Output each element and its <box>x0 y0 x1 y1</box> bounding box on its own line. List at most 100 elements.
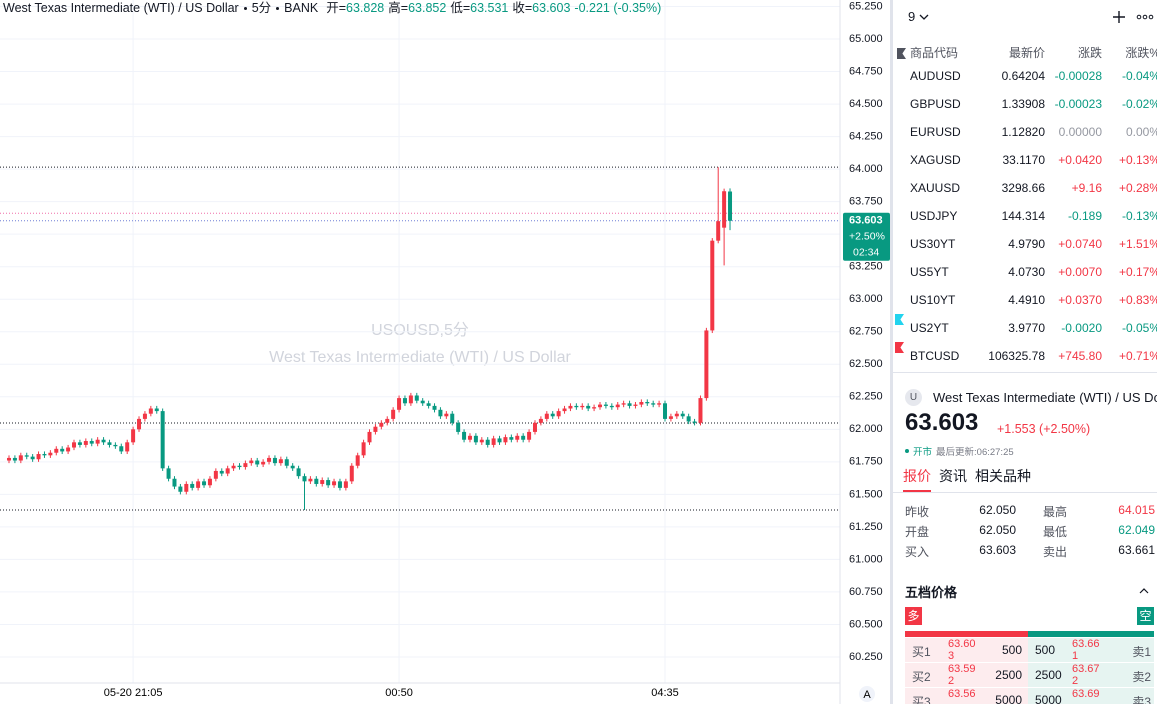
last-price: 3298.66 <box>1001 181 1045 195</box>
tab[interactable]: 相关品种 <box>975 468 1031 484</box>
watchlist-row[interactable]: XAUUSD 3298.66 +9.16 +0.28% <box>893 174 1157 202</box>
candle-body <box>722 191 727 228</box>
watchlist-row[interactable]: US5YT 4.0730 +0.0070 +0.17% <box>893 258 1157 286</box>
book-title: 五档价格 <box>905 585 958 600</box>
candle-body <box>302 476 307 482</box>
stat-label: 开盘 <box>905 525 930 539</box>
y-tick-label: 62.250 <box>849 391 883 403</box>
y-tick-label: 65.250 <box>849 0 883 12</box>
watchlist-row[interactable]: XAGUSD 33.1170 +0.0420 +0.13% <box>893 146 1157 174</box>
bid-bar <box>905 631 1028 637</box>
add-button[interactable] <box>1111 9 1127 25</box>
candle-body <box>172 478 177 487</box>
candle-body <box>225 468 230 474</box>
candle-body <box>491 438 496 445</box>
separator <box>243 7 247 10</box>
symbol: USDJPY <box>910 209 958 223</box>
candle-body <box>503 437 508 443</box>
candle-body <box>462 431 467 440</box>
ohlc-label: 开= <box>326 1 347 15</box>
chevron[interactable] <box>919 13 929 21</box>
watchlist-row[interactable]: US2YT 3.9770 -0.0020 -0.05% <box>893 314 1157 342</box>
candle-body <box>160 411 165 469</box>
watchlist-title[interactable]: 9 <box>908 9 916 24</box>
watchlist-row[interactable]: EURUSD 1.12820 0.00000 0.00% <box>893 118 1157 146</box>
y-tick-label: 61.500 <box>849 488 883 500</box>
change: -0.00028 <box>1054 69 1102 83</box>
tab[interactable]: 资讯 <box>939 468 967 484</box>
watchlist-row[interactable]: GBPUSD 1.33908 -0.00023 -0.02% <box>893 90 1157 118</box>
y-tick-label: 63.750 <box>849 196 883 208</box>
candle-body <box>77 442 82 445</box>
ask-qty: 5000 <box>1035 693 1062 704</box>
detail-price: 63.603 <box>905 409 979 436</box>
stat-label: 买入 <box>905 545 930 559</box>
watchlist-row[interactable]: AUDUSD 0.64204 -0.00028 -0.04% <box>893 62 1157 90</box>
candle-body <box>550 413 555 417</box>
stat-value: 62.050 <box>979 523 1016 537</box>
candle-body <box>627 403 632 406</box>
candle-body <box>213 470 218 479</box>
tab-underline <box>903 490 931 492</box>
candle-body <box>497 438 502 443</box>
candle-body <box>385 418 390 423</box>
candle-body <box>515 435 520 440</box>
flag <box>895 342 904 353</box>
y-tick-label: 65.000 <box>849 33 883 45</box>
axis-button[interactable] <box>859 686 875 702</box>
ask-qty: 500 <box>1035 643 1056 657</box>
status-dot <box>905 449 909 453</box>
tab[interactable]: 报价 <box>903 468 931 484</box>
change: +9.16 <box>1071 181 1102 195</box>
candle-body <box>657 403 662 405</box>
candle-body <box>255 460 260 465</box>
watchlist-row[interactable]: US30YT 4.9790 +0.0740 +1.51% <box>893 230 1157 258</box>
candle-body <box>538 418 543 423</box>
bid-qty: 5000 <box>995 693 1022 704</box>
interval[interactable]: 5分 <box>251 1 272 15</box>
last-price: 4.9790 <box>1008 237 1045 251</box>
last-price: 3.9770 <box>1008 321 1045 335</box>
candle-body <box>444 413 449 417</box>
column-header[interactable]: 涨跌% <box>1125 46 1157 60</box>
bid-label: 买1 <box>912 645 931 659</box>
y-tick-label: 60.500 <box>849 618 883 630</box>
watchlist-row[interactable]: US10YT 4.4910 +0.0370 +0.83% <box>893 286 1157 314</box>
stat-value: 64.015 <box>1118 503 1155 517</box>
candle-body <box>397 398 402 410</box>
candle-body <box>137 418 142 430</box>
book-row: 买2 63.592 2500 2500 63.672 卖2 <box>905 663 1155 687</box>
candle-body <box>202 481 207 486</box>
bid-bg <box>905 688 1028 704</box>
candle-body <box>391 409 396 419</box>
change-pct: -0.02% <box>1121 97 1157 111</box>
change-pct: -0.13% <box>1121 209 1157 223</box>
change: +0.0420 <box>1058 153 1102 167</box>
candle-body <box>219 470 224 474</box>
watchlist-name[interactable]: 9 <box>908 9 929 24</box>
candle-body <box>473 435 478 443</box>
watchlist-row[interactable]: USDJPY 144.314 -0.189 -0.13% <box>893 202 1157 230</box>
symbol: US2YT <box>910 321 949 335</box>
last-price: 1.12820 <box>1001 125 1045 139</box>
candle-body <box>272 457 277 464</box>
flag <box>895 314 904 325</box>
ask-price: 63.661 <box>1072 638 1100 662</box>
candle-body <box>586 405 591 409</box>
candle-body <box>54 448 59 453</box>
countdown: 02:34 <box>853 247 879 259</box>
watchlist-row[interactable]: BTCUSD 106325.78 +745.80 +0.71% <box>893 342 1157 370</box>
candle-body <box>568 405 573 409</box>
candle-body <box>527 431 532 440</box>
collapse[interactable] <box>1139 587 1149 594</box>
candle-body <box>296 468 301 477</box>
candle-body <box>337 481 342 488</box>
last-price: 63.603 <box>849 215 883 227</box>
axis-button-label[interactable]: A <box>863 689 871 701</box>
more-button[interactable] <box>1136 12 1154 22</box>
candle-body <box>668 416 673 419</box>
column-header[interactable]: 最新价 <box>1008 46 1045 60</box>
column-header[interactable]: 涨跌 <box>1077 46 1102 60</box>
y-tick-label: 62.500 <box>849 358 883 370</box>
column-header[interactable]: 商品代码 <box>910 46 959 60</box>
